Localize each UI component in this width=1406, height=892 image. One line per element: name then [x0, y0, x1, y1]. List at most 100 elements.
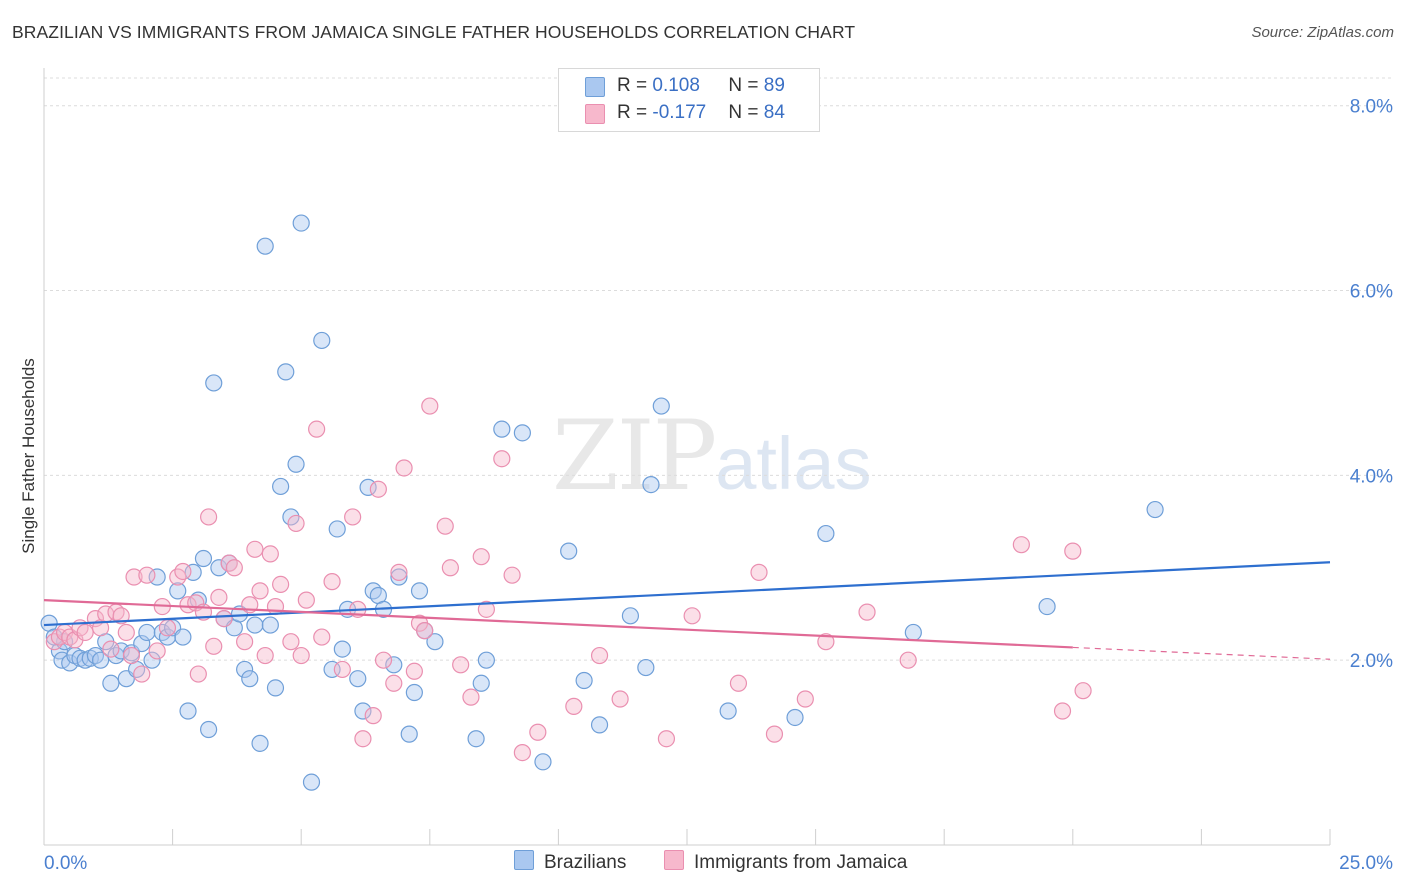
bottom-legend-swatch-jamaica	[664, 850, 684, 870]
trend-lines	[43, 561, 1331, 660]
data-point-jamaica	[297, 591, 315, 609]
data-point-jamaica	[590, 646, 609, 665]
data-point-brazilians	[786, 708, 804, 727]
data-point-jamaica	[205, 637, 223, 655]
data-point-jamaica	[1053, 702, 1072, 720]
data-point-jamaica	[1064, 542, 1082, 560]
data-point-brazilians	[1146, 500, 1164, 519]
legend-r-value: -0.177	[652, 102, 707, 123]
chart-source: Source: ZipAtlas.com	[1251, 24, 1394, 41]
x-tick-label: 25.0%	[1339, 853, 1393, 874]
data-point-jamaica	[899, 651, 917, 669]
data-point-brazilians	[385, 656, 403, 674]
trend-line-jamaica	[43, 599, 1073, 649]
legend-r-label: R =	[617, 102, 653, 123]
data-point-brazilians	[590, 716, 609, 734]
data-point-jamaica	[513, 743, 531, 762]
data-point-jamaica	[122, 646, 141, 665]
data-point-jamaica	[452, 656, 470, 674]
data-point-jamaica	[441, 559, 459, 577]
y-tick-label: 2.0%	[1350, 651, 1393, 672]
legend-swatch-jamaica	[585, 104, 605, 124]
data-point-brazilians	[272, 477, 290, 496]
y-axis-label: Single Father Households	[19, 358, 38, 554]
legend-n-value: 84	[763, 102, 785, 123]
data-point-jamaica	[369, 480, 387, 498]
bottom-legend-brazilians: Brazilians	[514, 850, 626, 874]
data-point-brazilians	[477, 651, 495, 669]
data-point-jamaica	[102, 640, 120, 658]
data-point-brazilians	[621, 607, 640, 625]
data-point-jamaica	[287, 514, 305, 533]
data-point-jamaica	[364, 707, 382, 725]
data-point-brazilians	[153, 623, 171, 642]
data-point-brazilians	[652, 397, 670, 415]
data-point-jamaica	[354, 730, 372, 748]
data-point-brazilians	[328, 520, 346, 538]
data-point-jamaica	[266, 597, 285, 616]
data-point-jamaica	[148, 642, 166, 660]
data-point-jamaica	[1074, 682, 1092, 700]
data-point-jamaica	[125, 568, 143, 586]
data-point-jamaica	[477, 600, 495, 618]
trend-line-jamaica-extension	[1072, 646, 1331, 660]
data-point-brazilians	[817, 524, 835, 543]
watermark: ZIPatlas	[552, 400, 872, 512]
legend-r-value: 0.108	[652, 75, 700, 96]
data-point-brazilians	[472, 674, 490, 692]
data-point-brazilians	[277, 363, 295, 381]
data-point-jamaica	[683, 607, 701, 625]
y-tick-label: 8.0%	[1350, 97, 1393, 118]
data-point-jamaica	[76, 623, 94, 642]
legend-n-value: 89	[763, 75, 785, 96]
data-point-brazilians	[251, 734, 269, 752]
data-point-brazilians	[719, 702, 737, 720]
data-point-jamaica	[858, 603, 876, 621]
data-point-jamaica	[765, 725, 784, 743]
data-point-brazilians	[410, 582, 429, 600]
data-point-brazilians	[354, 702, 372, 720]
bottom-legend-jamaica: Immigrants from Jamaica	[664, 850, 907, 874]
data-point-jamaica	[405, 662, 423, 680]
data-point-jamaica	[313, 628, 331, 646]
data-point-brazilians	[513, 424, 531, 442]
legend-stats-jamaica: R = -0.177 N = 84	[617, 102, 785, 124]
data-point-jamaica	[462, 688, 480, 706]
y-tick-label: 6.0%	[1350, 282, 1393, 303]
data-point-jamaica	[225, 559, 243, 577]
data-point-brazilians	[241, 670, 259, 688]
bottom-legend-swatch-brazilians	[514, 850, 534, 870]
legend-n-label: N =	[728, 102, 764, 123]
data-point-jamaica	[112, 607, 130, 625]
data-point-brazilians	[534, 753, 552, 771]
data-point-jamaica	[220, 554, 238, 572]
grid-lines	[44, 77, 1392, 661]
data-point-brazilians	[174, 628, 192, 646]
data-point-jamaica	[385, 674, 403, 692]
data-point-brazilians	[426, 633, 444, 651]
data-point-jamaica	[333, 660, 351, 679]
data-point-jamaica	[158, 619, 177, 637]
data-point-brazilians	[236, 660, 254, 679]
data-point-jamaica	[390, 563, 408, 581]
data-point-brazilians	[642, 476, 660, 494]
data-point-brazilians	[400, 725, 418, 743]
data-point-brazilians	[560, 542, 578, 560]
data-point-jamaica	[565, 697, 583, 715]
data-point-brazilians	[333, 640, 351, 658]
data-point-brazilians	[86, 646, 105, 665]
data-point-jamaica	[750, 563, 768, 581]
data-point-brazilians	[904, 623, 922, 642]
data-point-brazilians	[205, 374, 223, 392]
data-point-brazilians	[179, 702, 197, 720]
data-point-jamaica	[395, 459, 413, 477]
data-point-jamaica	[292, 646, 310, 665]
data-point-brazilians	[349, 670, 367, 688]
data-point-brazilians	[256, 237, 274, 255]
data-point-jamaica	[796, 690, 814, 708]
data-point-jamaica	[282, 633, 300, 651]
data-point-brazilians	[287, 455, 305, 473]
data-point-jamaica	[251, 582, 269, 600]
data-point-jamaica	[236, 633, 254, 651]
